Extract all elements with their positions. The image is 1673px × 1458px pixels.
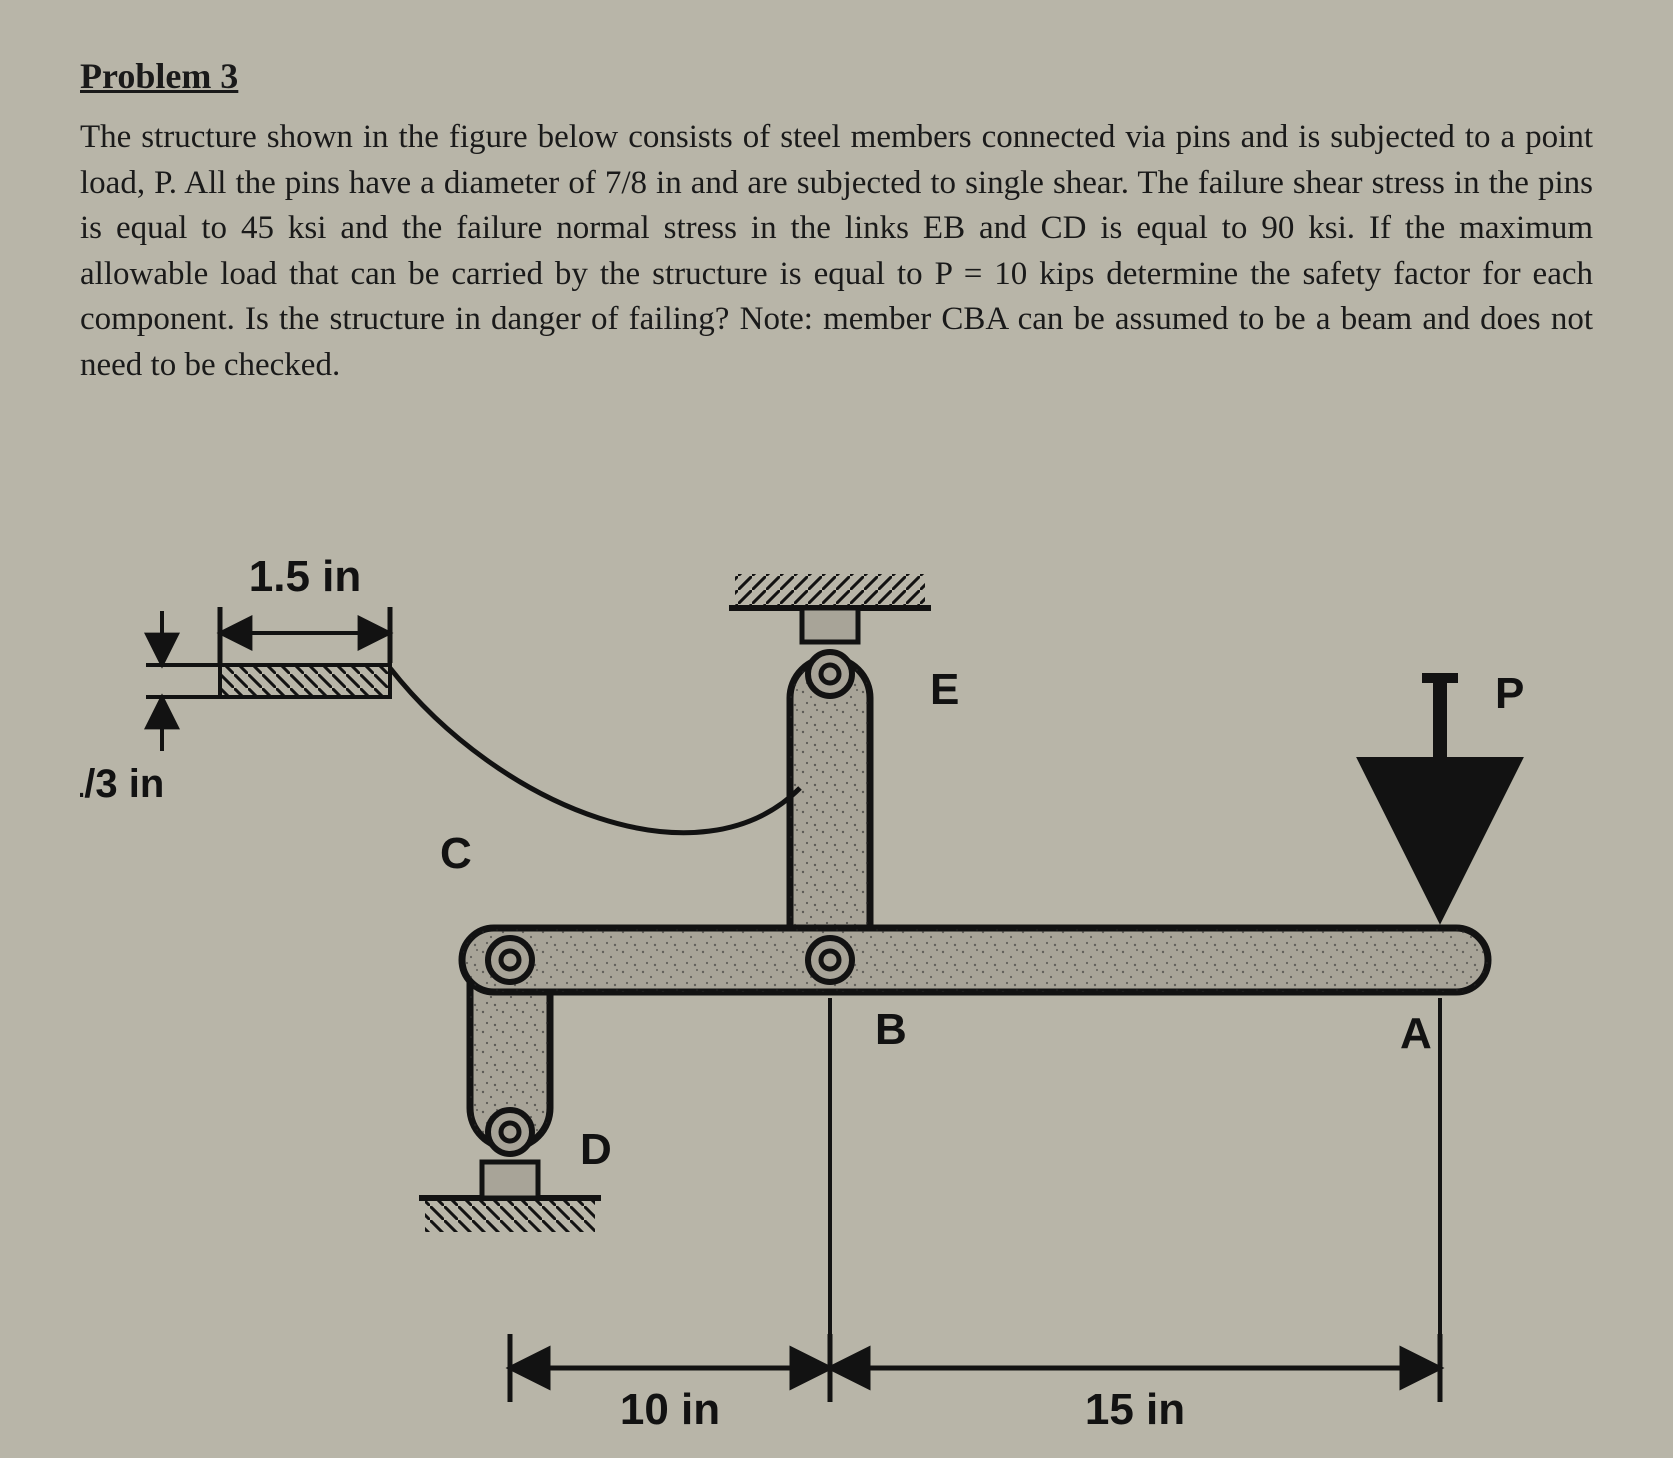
svg-text:1.5 in: 1.5 in <box>249 552 362 601</box>
svg-text:1/3 in: 1/3 in <box>80 762 164 806</box>
problem-title: Problem 3 <box>80 55 1593 97</box>
problem-body: The structure shown in the figure below … <box>80 115 1593 388</box>
svg-text:A: A <box>1400 1009 1432 1058</box>
svg-text:10 in: 10 in <box>620 1385 720 1428</box>
svg-text:P: P <box>1495 669 1524 718</box>
svg-text:15 in: 15 in <box>1085 1385 1185 1428</box>
figure: 1.5 in 1/3 in 10 in 15 in E C B A D P <box>80 408 1580 1428</box>
svg-text:C: C <box>440 829 472 878</box>
svg-text:B: B <box>875 1005 907 1054</box>
svg-text:E: E <box>930 665 959 714</box>
svg-text:D: D <box>580 1125 612 1174</box>
